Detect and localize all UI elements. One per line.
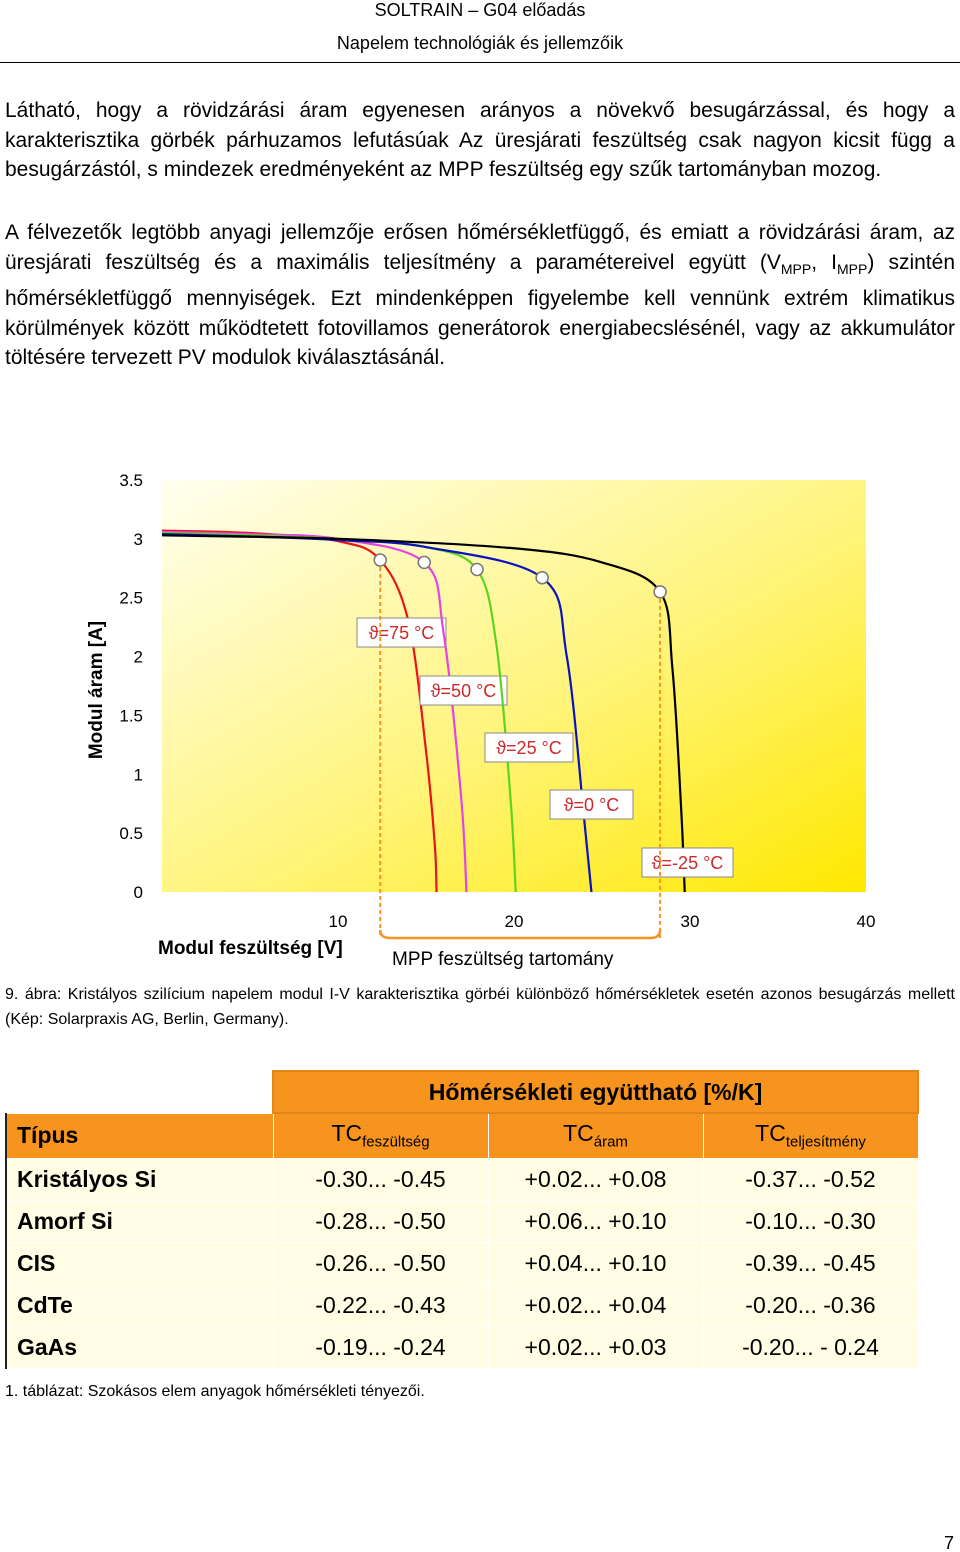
- text: Látható, hogy a rövidzárási áram egyenes…: [5, 99, 955, 181]
- paragraph: A félvezetők legtöbb anyagi jellemzője e…: [5, 218, 955, 373]
- table: Hőmérsékleti együttható [%/K] Típus TCfesz…: [5, 1070, 919, 1369]
- table-row: GaAs -0.19... -0.24 +0.02... +0.03 -0.20...…: [5, 1325, 919, 1369]
- series-label: ϑ=50 °C: [431, 681, 497, 701]
- series-label: ϑ=0 °C: [564, 795, 620, 815]
- series-label: ϑ=25 °C: [496, 738, 562, 758]
- x-tick-label: 30: [681, 912, 700, 931]
- mpp-marker: [417, 555, 431, 570]
- plot-area: [162, 480, 866, 892]
- text: ) szintén hőmérsékletfüggő mennyiségek. …: [5, 250, 955, 370]
- cell: -0.26... -0.50: [272, 1241, 489, 1285]
- type-cell: Amorf Si: [5, 1199, 274, 1243]
- table-row: Amorf Si -0.28... -0.50 +0.06... +0.10 -0.1…: [5, 1199, 919, 1243]
- text: TC: [755, 1120, 786, 1147]
- subscript: teljesítmény: [785, 1134, 866, 1152]
- type-cell: GaAs: [5, 1325, 274, 1369]
- cell: +0.06... +0.10: [487, 1199, 704, 1243]
- table-row: Kristályos Si -0.30... -0.45 +0.02... +0.0…: [5, 1157, 919, 1201]
- x-tick-label: 10: [329, 912, 348, 931]
- cell: +0.02... +0.04: [487, 1283, 704, 1327]
- y-tick-label: 0: [134, 883, 143, 902]
- type-cell: Kristályos Si: [5, 1157, 274, 1201]
- mpp-marker: [470, 562, 484, 577]
- x-axis-label: Modul feszültség [V]: [158, 938, 343, 959]
- text: TC: [331, 1120, 363, 1147]
- y-tick-label: 2.5: [119, 589, 143, 608]
- column-header: TCteljesítmény: [702, 1112, 919, 1159]
- y-tick-label: 1: [134, 765, 143, 784]
- cell: -0.37... -0.52: [702, 1157, 919, 1201]
- figure-caption: 9. ábra: Kristályos szilícium napelem mo…: [5, 986, 955, 1028]
- series-label: ϑ=-25 °C: [652, 853, 724, 873]
- label-box: [484, 732, 574, 763]
- y-tick-label: 3.5: [119, 471, 143, 490]
- mpp-marker: [535, 570, 549, 585]
- cell: +0.04... +0.10: [487, 1241, 704, 1285]
- table-caption: 1. táblázat: Szokásos elem anyagok hőmér…: [5, 1383, 425, 1400]
- mpp-marker: [653, 585, 667, 599]
- label-box: [419, 675, 508, 706]
- subscript: feszültség: [362, 1134, 430, 1152]
- label-box: [356, 617, 447, 648]
- text: , I: [811, 250, 838, 274]
- empty-cell: [6, 1071, 273, 1113]
- header-subtitle: Napelem technológiák és jellemzőik: [336, 33, 624, 53]
- column-header-row: Típus TCfeszültség TCáram TCteljesítmény: [5, 1112, 919, 1159]
- column-header: TCfeszültség: [272, 1112, 489, 1159]
- cell: -0.39... -0.45: [702, 1241, 919, 1285]
- group-header-row: Hőmérsékleti együttható [%/K]: [6, 1070, 919, 1114]
- subscript: MPP: [780, 260, 812, 277]
- cell: +0.02... +0.03: [487, 1325, 704, 1369]
- label-box: [549, 789, 634, 820]
- cell: -0.19... -0.24: [272, 1325, 489, 1369]
- subscript: MPP: [837, 260, 868, 277]
- y-tick-label: 2: [134, 648, 143, 667]
- y-tick-label: 0.5: [119, 824, 143, 843]
- subscript: áram: [593, 1134, 628, 1152]
- mpp-range-bracket: [378, 929, 662, 940]
- header-title: SOLTRAIN – G04 előadás: [374, 0, 586, 20]
- column-header: Típus: [5, 1112, 274, 1159]
- cell: +0.02... +0.08: [487, 1157, 704, 1201]
- y-tick-label: 1.5: [119, 706, 143, 725]
- iv-curve: [161, 534, 686, 893]
- mpp-marker: [373, 553, 387, 567]
- y-axis-label: Modul áram [A]: [86, 621, 107, 759]
- cell: -0.30... -0.45: [272, 1157, 489, 1201]
- table-row: CIS -0.26... -0.50 +0.04... +0.10 -0.39... …: [5, 1241, 919, 1285]
- x-tick-label: 20: [505, 912, 524, 931]
- x-tick-label: 40: [857, 912, 876, 931]
- paragraph: Látható, hogy a rövidzárási áram egyenes…: [5, 96, 955, 185]
- header-rule: [0, 62, 960, 63]
- cell: -0.22... -0.43: [272, 1283, 489, 1327]
- y-tick-label: 3: [134, 530, 143, 549]
- table-row: CdTe -0.22... -0.43 +0.02... +0.04 -0.20...…: [5, 1283, 919, 1327]
- group-header: Hőmérsékleti együttható [%/K]: [272, 1070, 919, 1114]
- type-cell: CIS: [5, 1241, 274, 1285]
- iv-curve: [161, 531, 517, 893]
- cell: -0.28... -0.50: [272, 1199, 489, 1243]
- page-number: 7: [943, 1533, 954, 1552]
- type-cell: CdTe: [5, 1283, 274, 1327]
- text: Típus: [17, 1122, 79, 1148]
- mpp-range-label: MPP feszültség tartomány: [392, 949, 614, 970]
- column-header: TCáram: [487, 1112, 704, 1159]
- cell: -0.20... -0.36: [702, 1283, 919, 1327]
- series-label: ϑ=75 °C: [369, 623, 435, 643]
- cell: -0.10... -0.30: [702, 1199, 919, 1243]
- text: A félvezetők legtöbb anyagi jellemzője e…: [5, 221, 955, 274]
- label-box: [641, 847, 734, 878]
- chart: 0 0.5 1 1.5 2 2.5 3 3.5 10 20 30 40 Modul feszültség…: [86, 471, 876, 970]
- text: TC: [563, 1120, 594, 1147]
- cell: -0.20... - 0.24: [702, 1325, 919, 1369]
